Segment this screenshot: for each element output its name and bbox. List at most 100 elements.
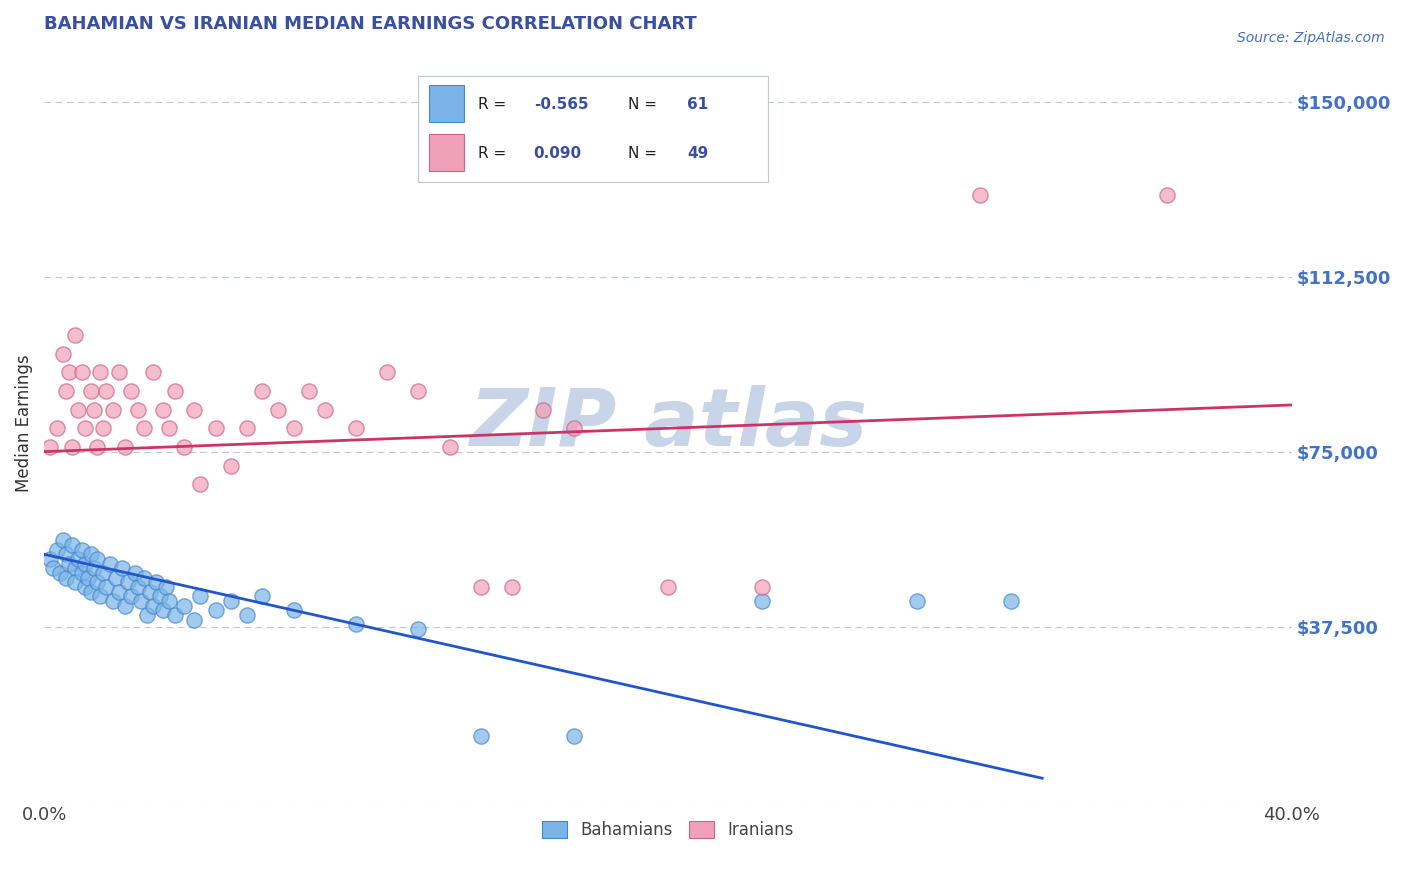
Point (127, 580, 149, 594)
Point (114, 599, 136, 613)
Point (114, 440, 136, 454)
Point (55, 547, 77, 561)
Point (111, 561, 134, 575)
Point (657, 580, 679, 594)
Point (117, 575, 139, 590)
Point (83, 561, 105, 575)
Point (252, 384, 274, 398)
Point (1000, 594, 1022, 608)
Point (86, 575, 108, 590)
Point (98, 557, 121, 571)
Point (65, 561, 87, 575)
Point (96, 384, 118, 398)
Point (173, 440, 195, 454)
Point (157, 594, 180, 608)
Point (408, 384, 430, 398)
Point (165, 384, 187, 398)
Point (283, 421, 305, 435)
Point (470, 729, 492, 743)
Point (58, 365, 80, 379)
Point (120, 589, 142, 603)
Point (70, 365, 93, 379)
Point (48, 566, 70, 580)
Point (108, 365, 131, 379)
Point (65, 575, 87, 590)
Point (751, 580, 773, 594)
Point (155, 580, 177, 594)
Point (89, 365, 111, 379)
Point (76, 571, 98, 585)
Point (132, 571, 155, 585)
Point (501, 580, 523, 594)
Point (93, 566, 115, 580)
Point (173, 599, 195, 613)
Point (142, 365, 165, 379)
Point (80, 547, 103, 561)
Legend: Bahamians, Iranians: Bahamians, Iranians (536, 814, 800, 847)
Point (39, 552, 62, 566)
Point (148, 589, 170, 603)
Point (80, 584, 103, 599)
Point (564, 729, 586, 743)
Text: BAHAMIAN VS IRANIAN MEDIAN EARNINGS CORRELATION CHART: BAHAMIAN VS IRANIAN MEDIAN EARNINGS CORR… (44, 15, 697, 33)
Point (139, 584, 162, 599)
Point (55, 571, 77, 585)
Point (52, 533, 75, 548)
Point (129, 594, 152, 608)
Y-axis label: Median Earnings: Median Earnings (15, 355, 32, 492)
Point (219, 458, 242, 473)
Point (152, 402, 174, 417)
Point (86, 552, 108, 566)
Point (67, 552, 90, 566)
Point (283, 603, 305, 617)
Point (73, 421, 96, 435)
Point (204, 421, 226, 435)
Point (188, 589, 211, 603)
Text: ZIP atlas: ZIP atlas (468, 384, 868, 463)
Point (136, 607, 159, 622)
Point (80, 384, 103, 398)
Point (1156, 188, 1178, 202)
Point (67, 402, 90, 417)
Point (375, 365, 398, 379)
Point (219, 594, 242, 608)
Point (142, 599, 165, 613)
Point (96, 580, 118, 594)
Point (439, 440, 461, 454)
Point (55, 384, 77, 398)
Point (145, 575, 167, 590)
Point (39, 440, 62, 454)
Point (183, 402, 205, 417)
Point (236, 421, 259, 435)
Point (132, 421, 155, 435)
Point (907, 594, 929, 608)
Point (93, 421, 115, 435)
Point (70, 542, 93, 557)
Point (204, 603, 226, 617)
Point (65, 328, 87, 343)
Point (969, 188, 991, 202)
Point (108, 584, 131, 599)
Point (89, 589, 111, 603)
Point (298, 384, 321, 398)
Point (564, 421, 586, 435)
Point (470, 580, 492, 594)
Point (408, 622, 430, 636)
Point (101, 402, 124, 417)
Point (104, 571, 127, 585)
Point (188, 477, 211, 491)
Point (124, 566, 146, 580)
Point (252, 589, 274, 603)
Point (183, 613, 205, 627)
Point (73, 557, 96, 571)
Point (127, 402, 149, 417)
Point (73, 580, 96, 594)
Point (165, 607, 187, 622)
Point (70, 566, 93, 580)
Point (236, 607, 259, 622)
Point (751, 594, 773, 608)
Point (45, 421, 67, 435)
Point (344, 617, 367, 632)
Point (314, 402, 336, 417)
Point (120, 384, 142, 398)
